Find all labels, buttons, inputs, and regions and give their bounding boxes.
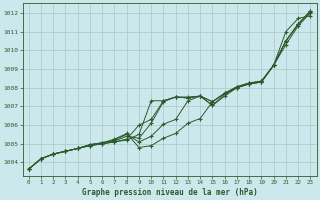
X-axis label: Graphe pression niveau de la mer (hPa): Graphe pression niveau de la mer (hPa): [82, 188, 258, 197]
